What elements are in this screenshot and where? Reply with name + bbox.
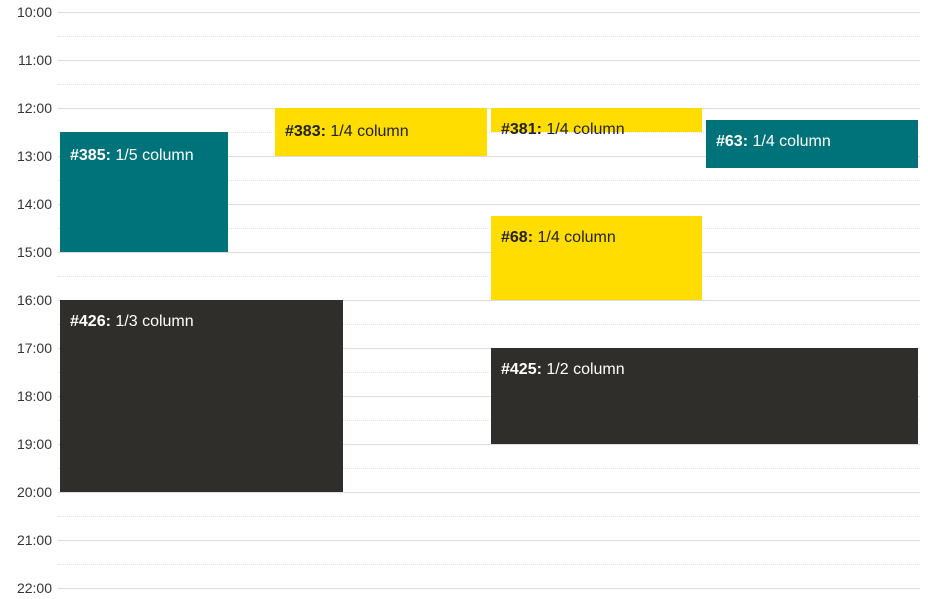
event-id: #68: — [501, 229, 534, 246]
half-hour-line — [58, 132, 920, 133]
event-id: #425: — [501, 361, 542, 378]
half-hour-line — [58, 516, 920, 517]
half-hour-line — [58, 564, 920, 565]
half-hour-line — [58, 228, 920, 229]
hour-line — [58, 444, 920, 445]
event-label: 1/4 column — [330, 123, 409, 140]
hour-line — [58, 396, 920, 397]
event-381[interactable]: #381: 1/4 column — [491, 108, 702, 138]
hour-line — [58, 300, 920, 301]
hour-label: 12:00 — [16, 100, 52, 116]
half-hour-line — [58, 324, 920, 325]
event-id: #426: — [70, 313, 111, 330]
half-hour-line — [58, 372, 920, 373]
event-68[interactable]: #68: 1/4 column — [491, 216, 702, 300]
hour-line — [58, 108, 920, 109]
hour-label: 11:00 — [18, 52, 52, 68]
half-hour-line — [58, 36, 920, 37]
hour-label: 13:00 — [16, 148, 52, 164]
hour-line — [58, 12, 920, 13]
event-385[interactable]: #385: 1/5 column — [60, 132, 228, 252]
event-id: #381: — [501, 121, 542, 138]
hour-line — [58, 252, 920, 253]
event-id: #383: — [285, 123, 326, 140]
event-id: #385: — [70, 147, 111, 164]
hour-line — [58, 540, 920, 541]
hour-line — [58, 204, 920, 205]
event-label: 1/5 column — [115, 147, 194, 164]
hour-label: 16:00 — [16, 292, 52, 308]
half-hour-line — [58, 84, 920, 85]
hour-label: 20:00 — [16, 484, 52, 500]
hour-line — [58, 492, 920, 493]
hour-label: 17:00 — [16, 340, 52, 356]
half-hour-line — [58, 276, 920, 277]
hour-label: 19:00 — [16, 436, 52, 452]
hour-label: 21:00 — [16, 532, 52, 548]
event-label: 1/4 column — [752, 133, 831, 150]
hour-label: 14:00 — [16, 196, 52, 212]
event-425[interactable]: #425: 1/2 column — [491, 348, 918, 444]
half-hour-line — [58, 468, 920, 469]
half-hour-line — [58, 180, 920, 181]
hour-label: 15:00 — [16, 244, 52, 260]
hour-line — [58, 156, 920, 157]
hour-label: 10:00 — [16, 4, 52, 20]
event-426[interactable]: #426: 1/3 column — [60, 300, 343, 492]
event-label: 1/4 column — [537, 229, 616, 246]
hour-line — [58, 60, 920, 61]
hour-label: 22:00 — [16, 580, 52, 596]
event-label: 1/3 column — [115, 313, 194, 330]
hour-line — [58, 348, 920, 349]
event-383[interactable]: #383: 1/4 column — [275, 108, 487, 156]
event-63[interactable]: #63: 1/4 column — [706, 120, 918, 168]
event-id: #63: — [716, 133, 749, 150]
event-label: 1/2 column — [546, 361, 625, 378]
hour-line — [58, 588, 920, 589]
half-hour-line — [58, 420, 920, 421]
hour-label: 18:00 — [16, 388, 52, 404]
event-label: 1/4 column — [546, 121, 625, 138]
